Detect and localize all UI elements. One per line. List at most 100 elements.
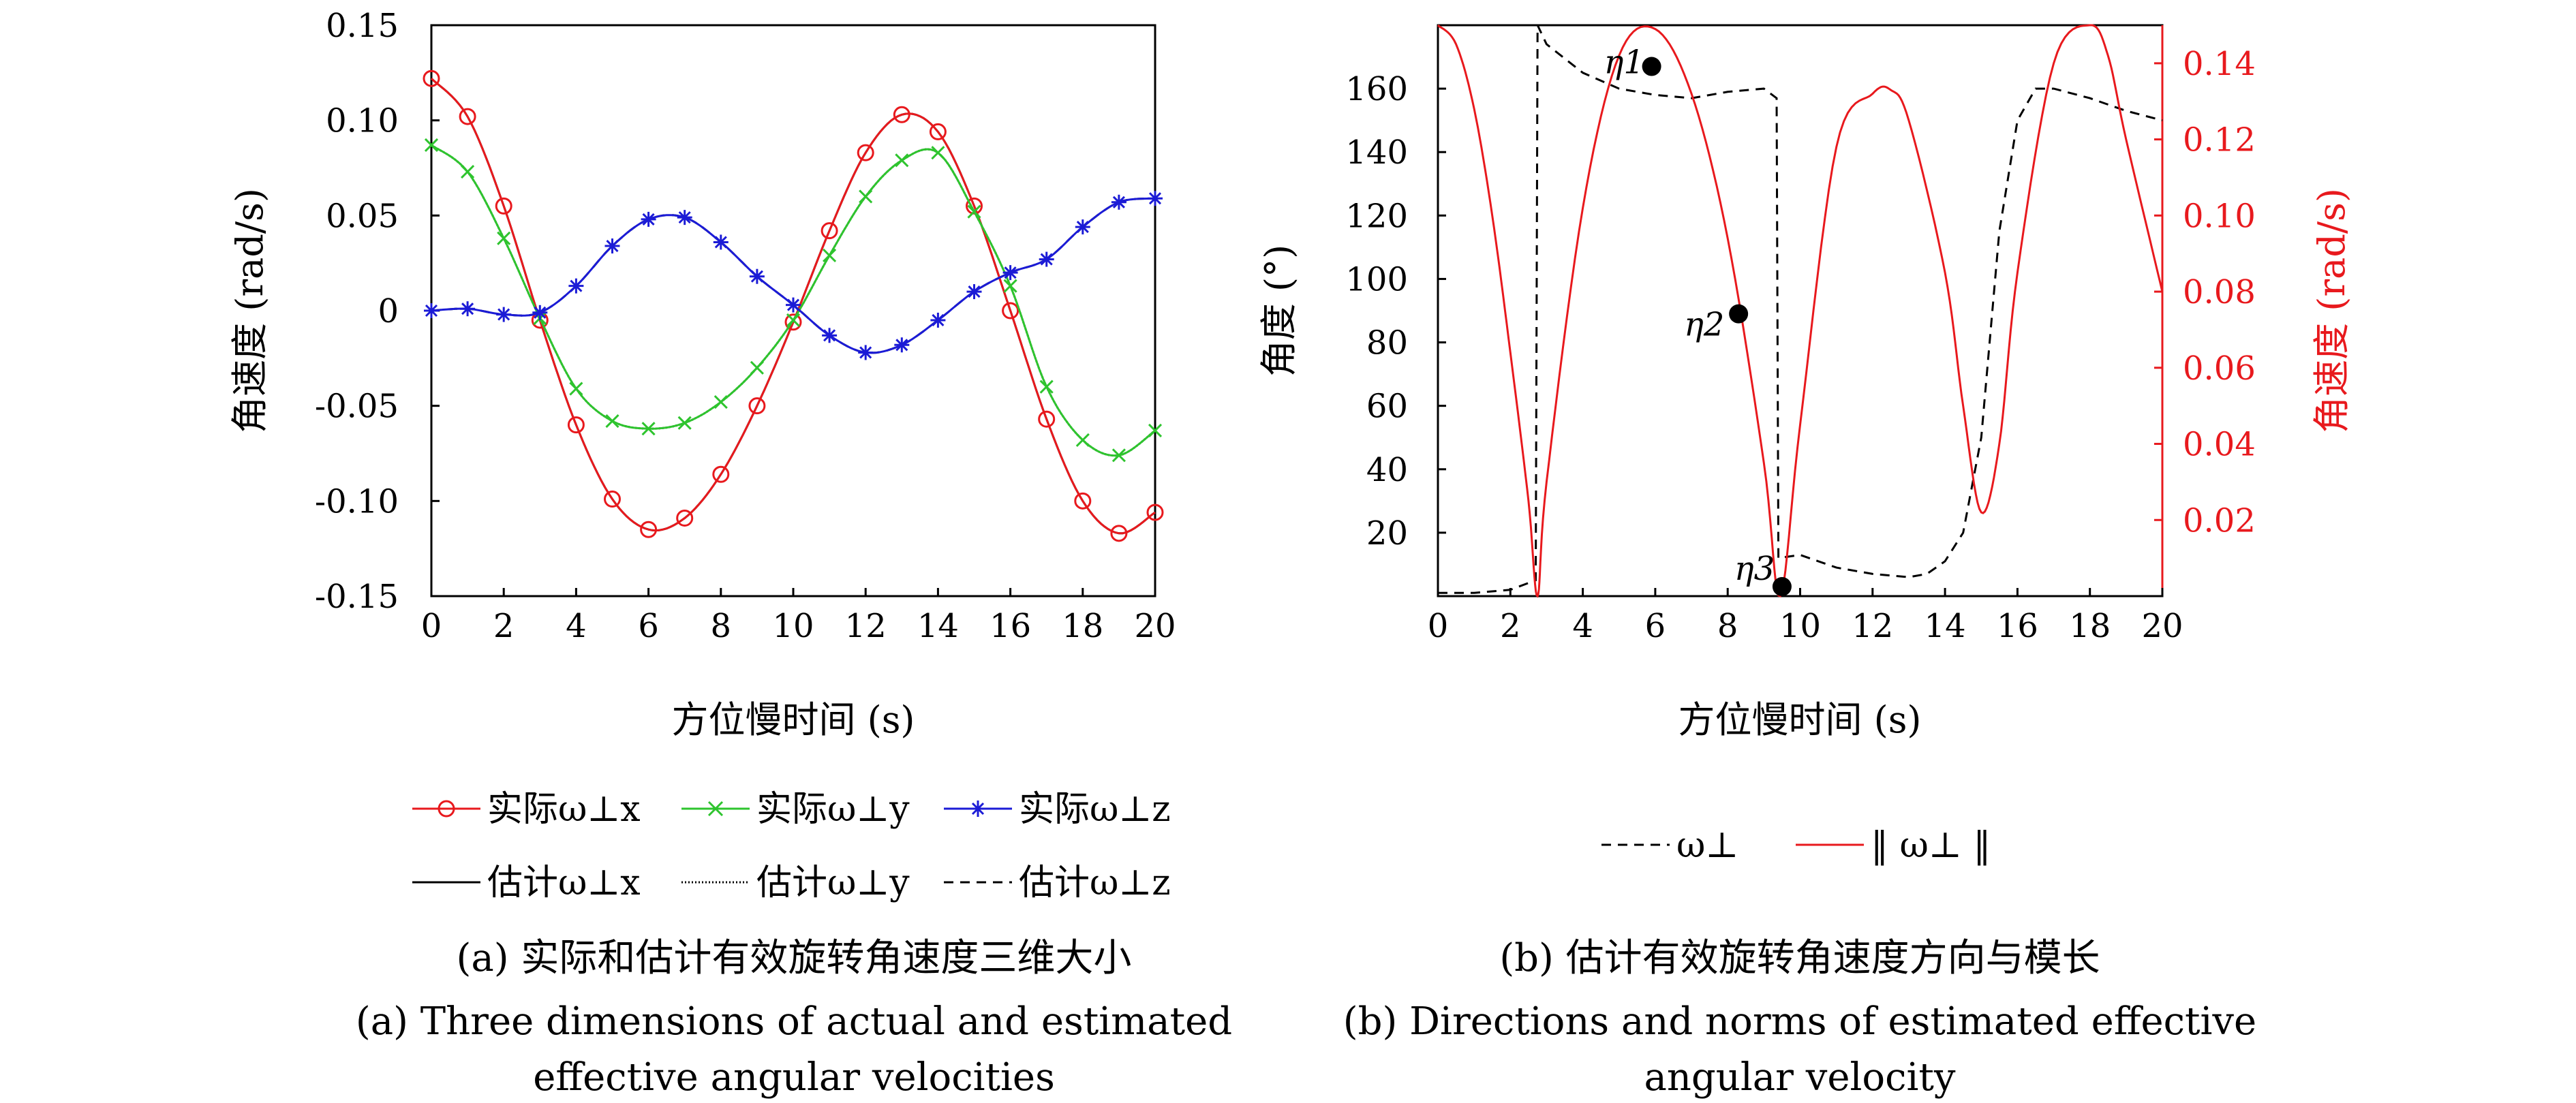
data-point [967, 204, 981, 219]
legend-est-x: 估计ω⊥x [487, 863, 641, 903]
legend-actual-z: 实际ω⊥z [1019, 789, 1171, 830]
data-point [532, 305, 548, 320]
plot-frame-b [1437, 24, 2164, 597]
data-point [604, 491, 621, 508]
y-tick-label-a: -0.10 [315, 482, 399, 521]
y-tick-label-right-b: 0.04 [2183, 426, 2256, 464]
data-point [1148, 423, 1163, 438]
data-point [423, 69, 440, 87]
x-tick-label-a: 14 [917, 607, 959, 645]
marker-label: η2 [1684, 306, 1724, 344]
legend-b: ω⊥ ‖ ω⊥ ‖ [1601, 825, 1991, 866]
data-point [1111, 448, 1126, 463]
y-tick-label-left-b: 140 [1345, 134, 1408, 172]
series-line-norm [1437, 24, 2164, 598]
legend-a: 实际ω⊥x 实际ω⊥y 实际ω⊥z 估计ω⊥x 估计ω⊥y 估计ω⊥z [412, 789, 1171, 903]
data-point [676, 509, 694, 527]
x-tick-label-b: 20 [2141, 607, 2183, 645]
y-tick-label-right-b: 0.14 [2183, 45, 2256, 83]
marker-label: η3 [1734, 550, 1775, 588]
data-point [893, 106, 910, 123]
x-tick-label-b: 10 [1779, 607, 1821, 645]
data-point [1111, 194, 1126, 210]
data-point [895, 153, 909, 168]
data-point [569, 382, 583, 396]
x-tick-label-a: 0 [421, 607, 442, 645]
data-point [495, 197, 512, 215]
data-point [749, 268, 765, 284]
caption-en-b-1: (b) Directions and norms of estimated ef… [1343, 999, 2256, 1044]
x-tick-label-a: 16 [990, 607, 1031, 645]
data-point [641, 211, 656, 227]
data-point [496, 307, 512, 322]
data-point [1003, 279, 1017, 293]
y-axis-label-a: 角速度 (rad/s) [228, 188, 271, 433]
marker-point [1642, 57, 1661, 76]
data-point [1075, 433, 1090, 448]
data-point [1110, 525, 1128, 542]
y-tick-label-left-b: 160 [1345, 70, 1408, 108]
y-tick-label-a: 0.05 [326, 197, 399, 235]
data-point [1075, 219, 1090, 235]
data-point [1038, 410, 1056, 428]
marker-label: η1 [1604, 44, 1644, 82]
data-point [821, 222, 838, 240]
caption-cn-a: (a) 实际和估计有效旋转角速度三维大小 [457, 936, 1132, 980]
series-line-direction [1438, 25, 2163, 594]
data-point [604, 238, 620, 254]
x-axis-label-a: 方位慢时间 (s) [671, 698, 915, 741]
data-point [712, 465, 730, 483]
x-tick-label-a: 10 [772, 607, 814, 645]
data-point [461, 165, 475, 179]
panel-b: 0 2 4 6 8 10 12 14 16 18 20 160 140 120 100 80 60 40 20 0.1… [1257, 24, 2353, 741]
y-tick-label-left-b: 120 [1345, 197, 1408, 235]
legend-actual-x: 实际ω⊥x [487, 789, 641, 830]
data-point [568, 278, 584, 294]
data-point [567, 416, 585, 434]
axis-ticks-b: 0 2 4 6 8 10 12 14 16 18 20 160 140 120 100 80 60 40 20 0.1… [1345, 45, 2256, 645]
x-tick-label-b: 16 [1997, 607, 2038, 645]
y-tick-label-left-b: 40 [1366, 451, 1408, 489]
data-point [424, 138, 439, 153]
data-point [605, 414, 619, 429]
data-point [822, 328, 838, 343]
x-tick-label-a: 2 [493, 607, 515, 645]
data-point [929, 123, 947, 140]
data-point [459, 108, 476, 125]
series-b: η1 η2 η3 [1437, 24, 2164, 598]
y-tick-label-a: -0.15 [315, 578, 399, 616]
data-point [784, 313, 802, 331]
data-point [750, 360, 764, 375]
data-point [497, 231, 511, 245]
y-tick-label-a: 0.10 [326, 102, 399, 140]
x-tick-label-b: 0 [1428, 607, 1449, 645]
axis-ticks-a: 0 2 4 6 8 10 12 14 16 18 20 0.15 0.10 0.05 0 -0.05 -0.10… [315, 7, 1176, 645]
x-tick-label-a: 4 [566, 607, 587, 645]
data-point [1074, 492, 1092, 510]
data-point [859, 189, 873, 204]
data-point [786, 313, 801, 328]
data-point [677, 416, 692, 430]
y-tick-label-left-b: 100 [1345, 260, 1408, 298]
data-point [460, 301, 476, 317]
data-point [424, 303, 439, 318]
series-line [430, 78, 1156, 535]
y-tick-label-right-b: 0.06 [2183, 349, 2256, 388]
x-tick-label-b: 14 [1925, 607, 1966, 645]
data-point [1148, 191, 1163, 206]
data-point [858, 345, 874, 360]
x-tick-label-a: 12 [845, 607, 887, 645]
caption-en-b-2: angular velocity [1644, 1055, 1955, 1100]
y-tick-label-left-b: 80 [1366, 324, 1408, 362]
marker-point [1729, 304, 1749, 324]
legend-marker-actual-x [438, 800, 455, 818]
y-tick-label-right-b: 0.10 [2183, 197, 2256, 235]
data-point [823, 248, 837, 263]
data-point [966, 284, 982, 300]
x-tick-label-a: 6 [638, 607, 659, 645]
data-point [1146, 503, 1164, 521]
data-point [894, 337, 910, 353]
y-tick-label-right-b: 0.02 [2183, 501, 2256, 540]
data-point [1002, 302, 1019, 320]
